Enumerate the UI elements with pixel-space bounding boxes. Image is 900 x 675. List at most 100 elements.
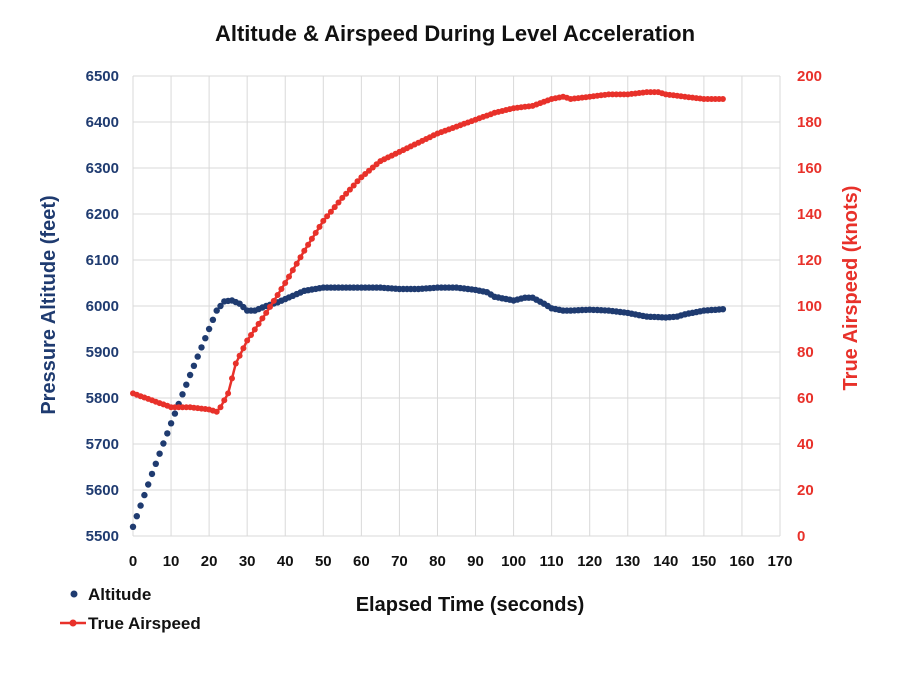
x-tick-label: 80 xyxy=(429,553,446,570)
y-left-tick-label: 5500 xyxy=(86,528,119,545)
airspeed-point xyxy=(221,397,228,404)
airspeed-point xyxy=(263,309,270,316)
airspeed-point xyxy=(289,267,296,274)
altitude-point xyxy=(141,491,148,499)
altitude-point xyxy=(133,513,140,520)
x-tick-label: 110 xyxy=(540,553,564,570)
airspeed-point xyxy=(312,229,319,236)
altitude-point xyxy=(202,335,209,342)
y-left-tick-label: 5800 xyxy=(86,390,119,407)
left-axis-ticks: 5500 5600 5700 5800 5900 6000 6100 6200 6300 6400… xyxy=(86,68,119,545)
legend-item-altitude: Altitude xyxy=(70,585,151,604)
y-left-tick-label: 6400 xyxy=(86,114,119,131)
altitude-point xyxy=(152,460,159,467)
y-left-tick-label: 6300 xyxy=(86,160,119,177)
airspeed-point xyxy=(301,247,308,254)
x-tick-label: 50 xyxy=(315,553,332,570)
legend-airspeed-marker xyxy=(69,619,77,627)
x-tick-label: 20 xyxy=(201,553,218,570)
legend-item-airspeed: True Airspeed xyxy=(60,614,201,633)
y-left-tick-label: 6500 xyxy=(86,68,119,85)
airspeed-point xyxy=(343,190,350,197)
altitude-point xyxy=(171,410,179,417)
x-tick-label: 70 xyxy=(391,553,408,570)
altitude-point xyxy=(160,440,167,447)
x-tick-label: 150 xyxy=(691,553,716,570)
airspeed-point xyxy=(229,375,235,382)
altitude-point xyxy=(194,353,201,360)
x-tick-label: 30 xyxy=(239,553,256,570)
altitude-point xyxy=(213,307,220,314)
y-right-tick-label: 200 xyxy=(797,68,822,85)
altitude-point xyxy=(156,450,163,457)
x-tick-label: 140 xyxy=(653,553,678,570)
legend-altitude-marker xyxy=(70,590,78,598)
airspeed-point xyxy=(274,292,281,298)
x-tick-label: 60 xyxy=(353,553,370,570)
y-right-tick-label: 20 xyxy=(797,482,814,499)
altitude-point xyxy=(129,523,137,530)
grid-lines xyxy=(132,75,781,537)
altitude-point xyxy=(217,302,224,310)
altitude-point xyxy=(167,420,175,427)
airspeed-point xyxy=(240,345,247,352)
x-tick-label: 40 xyxy=(277,553,294,570)
altitude-point xyxy=(137,502,144,509)
altitude-point xyxy=(179,391,186,398)
y-axis-right-title: True Airspeed (knots) xyxy=(840,186,862,391)
legend-airspeed-label: True Airspeed xyxy=(88,614,201,633)
chart-title: Altitude & Airspeed During Level Acceler… xyxy=(215,21,695,46)
airspeed-point xyxy=(248,332,254,338)
airspeed-point xyxy=(346,186,353,193)
y-left-tick-label: 5700 xyxy=(86,436,119,453)
airspeed-point xyxy=(308,235,315,242)
y-right-tick-label: 140 xyxy=(797,206,822,223)
airspeed-point xyxy=(297,254,304,261)
airspeed-point xyxy=(251,326,258,333)
airspeed-point xyxy=(350,182,357,189)
legend-altitude-label: Altitude xyxy=(88,585,151,604)
airspeed-series xyxy=(130,89,726,415)
airspeed-point xyxy=(331,204,338,211)
altitude-point xyxy=(145,481,152,488)
airspeed-point xyxy=(719,96,726,102)
y-left-tick-label: 6000 xyxy=(86,298,119,315)
airspeed-point xyxy=(255,320,262,327)
y-right-tick-label: 60 xyxy=(797,390,814,407)
x-axis-ticks: 0 10 20 30 40 50 60 70 80 90 100 110 120 130 140 150 160… xyxy=(129,553,793,570)
airspeed-point xyxy=(259,315,266,322)
y-left-tick-label: 5600 xyxy=(86,482,119,499)
x-tick-label: 160 xyxy=(729,553,754,570)
airspeed-point xyxy=(270,297,277,304)
y-right-tick-label: 160 xyxy=(797,160,822,177)
airspeed-point xyxy=(244,337,251,344)
y-right-tick-label: 100 xyxy=(797,298,822,315)
altitude-point xyxy=(719,306,727,313)
y-left-tick-label: 6200 xyxy=(86,206,119,223)
legend: Altitude True Airspeed xyxy=(60,585,201,633)
altitude-point xyxy=(198,344,205,351)
x-tick-label: 100 xyxy=(501,553,526,570)
airspeed-point xyxy=(335,199,342,206)
altitude-point xyxy=(190,362,198,369)
airspeed-point xyxy=(339,194,346,201)
altitude-point xyxy=(186,371,194,379)
airspeed-point xyxy=(324,213,331,220)
airspeed-point xyxy=(225,390,232,397)
airspeed-point xyxy=(236,352,243,359)
airspeed-point xyxy=(232,360,239,367)
airspeed-point xyxy=(278,286,285,292)
altitude-point xyxy=(205,325,213,333)
airspeed-point xyxy=(286,273,292,280)
x-axis-title: Elapsed Time (seconds) xyxy=(356,594,585,616)
airspeed-point xyxy=(213,408,220,415)
altitude-series xyxy=(129,284,727,530)
x-tick-label: 90 xyxy=(467,553,484,570)
y-left-tick-label: 6100 xyxy=(86,252,119,269)
altitude-point xyxy=(183,381,190,388)
airspeed-point xyxy=(327,208,334,215)
airspeed-point xyxy=(217,404,224,411)
y-left-tick-label: 5900 xyxy=(86,344,119,361)
airspeed-point xyxy=(354,178,361,185)
